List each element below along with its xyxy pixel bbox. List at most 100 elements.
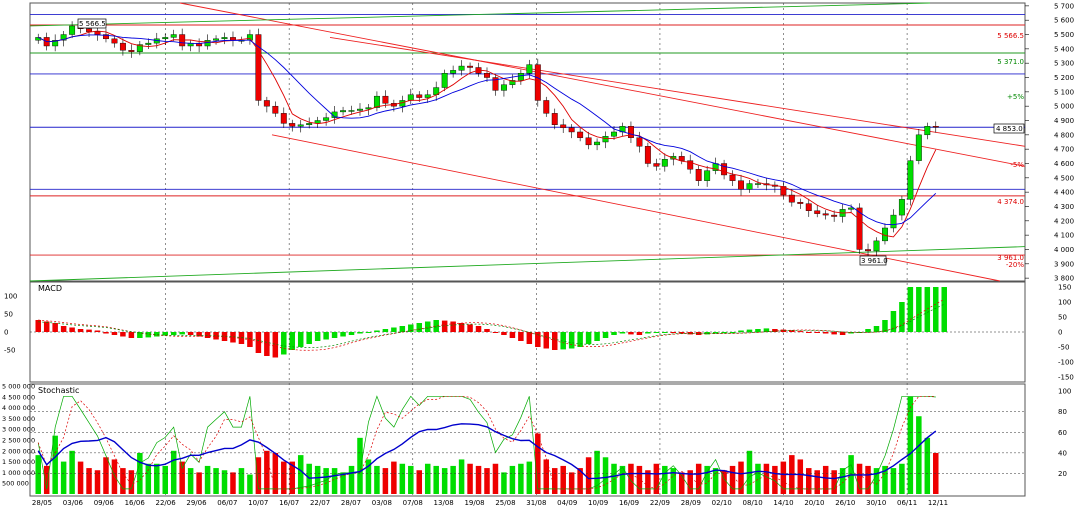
macd-bar — [450, 321, 456, 332]
volume-bar — [424, 463, 431, 494]
macd-bar — [738, 330, 744, 332]
volume-bar — [899, 463, 905, 494]
volume-bar — [907, 396, 914, 494]
volume-bar — [281, 461, 287, 494]
x-tick-label: 25/08 — [495, 499, 515, 507]
volume-bar — [408, 465, 414, 494]
candle-body — [585, 137, 592, 146]
volume-bar — [221, 470, 228, 494]
macd-bar — [391, 327, 397, 332]
macd-bar — [86, 329, 92, 332]
candle-body — [788, 194, 795, 203]
stochastic-lines — [30, 395, 1025, 490]
volume-bar — [433, 465, 439, 494]
candle-body — [611, 131, 617, 137]
volume-bar — [577, 468, 583, 494]
macd-bar — [467, 324, 473, 332]
candle-body — [653, 163, 660, 167]
volume-bar — [814, 470, 820, 494]
macd-bar — [441, 320, 448, 332]
macd-bar — [213, 332, 219, 340]
candle-body — [704, 170, 711, 181]
candle-body — [492, 77, 499, 91]
stoch-k-line — [37, 395, 936, 490]
stochastic-title: Stochastic — [38, 386, 79, 395]
volume-bar — [154, 463, 160, 494]
macd-bar — [653, 332, 660, 333]
x-tick-label: 20/10 — [804, 499, 824, 507]
macd-left-tick: -50 — [4, 347, 15, 355]
macd-y-axis: 150 100 50 0 -50 -100 -150 100 50 0 -50 — [4, 284, 1074, 382]
price-tick-label: 3 800 — [1054, 275, 1074, 283]
macd-bar — [645, 332, 651, 334]
candle-body — [568, 127, 575, 133]
price-y-axis: 5 700 5 600 5 500 5 400 5 300 5 200 5 100 5 000… — [1025, 2, 1074, 283]
macd-bar — [162, 332, 168, 336]
price-tick-label: 5 100 — [1054, 88, 1074, 96]
macd-bar — [382, 329, 389, 332]
price-tick-label: 5 000 — [1054, 103, 1074, 111]
macd-bar — [103, 332, 109, 334]
candle-body — [678, 156, 685, 161]
macd-bar — [585, 332, 592, 344]
stoch-right-tick: 60 — [1058, 429, 1067, 437]
volume-bar — [526, 461, 533, 494]
macd-bar — [822, 332, 829, 334]
macd-left-tick: 100 — [4, 293, 17, 301]
macd-bar — [619, 332, 626, 334]
macd-title: MACD — [38, 284, 62, 293]
horizontal-levels — [30, 14, 1025, 256]
candle-body — [196, 42, 203, 47]
volume-bar — [289, 461, 296, 494]
volume-left-tick: 1 500 000 — [2, 458, 35, 466]
volume-bar — [399, 463, 406, 494]
volume-bar — [348, 465, 355, 494]
macd-bar — [772, 329, 778, 332]
candle-body — [594, 141, 601, 146]
macd-right-tick: 150 — [1058, 284, 1071, 292]
price-tick-label: 5 200 — [1054, 74, 1074, 82]
macd-bar — [120, 332, 126, 337]
x-tick-label: 06/07 — [217, 499, 237, 507]
candle-body — [263, 100, 270, 107]
candle-body — [526, 64, 533, 74]
candle-body — [746, 183, 753, 190]
top-left-price-box — [77, 18, 107, 29]
macd-bar — [238, 332, 245, 344]
right-pct-minus20: -20% — [1006, 261, 1024, 269]
macd-bar — [128, 332, 135, 338]
macd-bar — [763, 328, 770, 332]
macd-bar — [526, 332, 533, 344]
ma-fast-line — [37, 30, 937, 238]
right-pct-minus: -5% — [1010, 161, 1024, 169]
price-tick-label: 4 500 — [1054, 174, 1074, 182]
volume-bar — [475, 465, 482, 494]
candle-body — [94, 31, 101, 35]
volume-bar — [162, 465, 168, 494]
volume-bar — [77, 461, 84, 494]
candle-body — [890, 214, 897, 229]
macd-bar — [535, 332, 541, 347]
candle-body — [856, 207, 863, 250]
volume-bar — [196, 472, 202, 494]
candle-body — [272, 105, 279, 114]
stoch-right-tick: 40 — [1058, 449, 1067, 457]
x-tick-label: 12/11 — [928, 499, 948, 507]
macd-bar — [484, 329, 490, 332]
volume-bar — [382, 468, 389, 494]
volume-bar — [806, 468, 812, 494]
candle-body — [797, 201, 804, 204]
candle-body — [357, 108, 363, 111]
macd-bar — [492, 332, 499, 333]
x-tick-label: 09/06 — [94, 499, 115, 507]
volume-bar — [763, 463, 770, 494]
price-tick-label: 5 600 — [1054, 17, 1074, 25]
volume-bar — [670, 468, 677, 494]
price-tick-label: 4 600 — [1054, 160, 1074, 168]
macd-bar — [848, 332, 854, 334]
stoch-right-tick: 100 — [1058, 388, 1071, 396]
macd-bar — [594, 332, 600, 341]
macd-bar — [357, 332, 363, 334]
macd-right-tick: 0 — [1058, 329, 1062, 337]
